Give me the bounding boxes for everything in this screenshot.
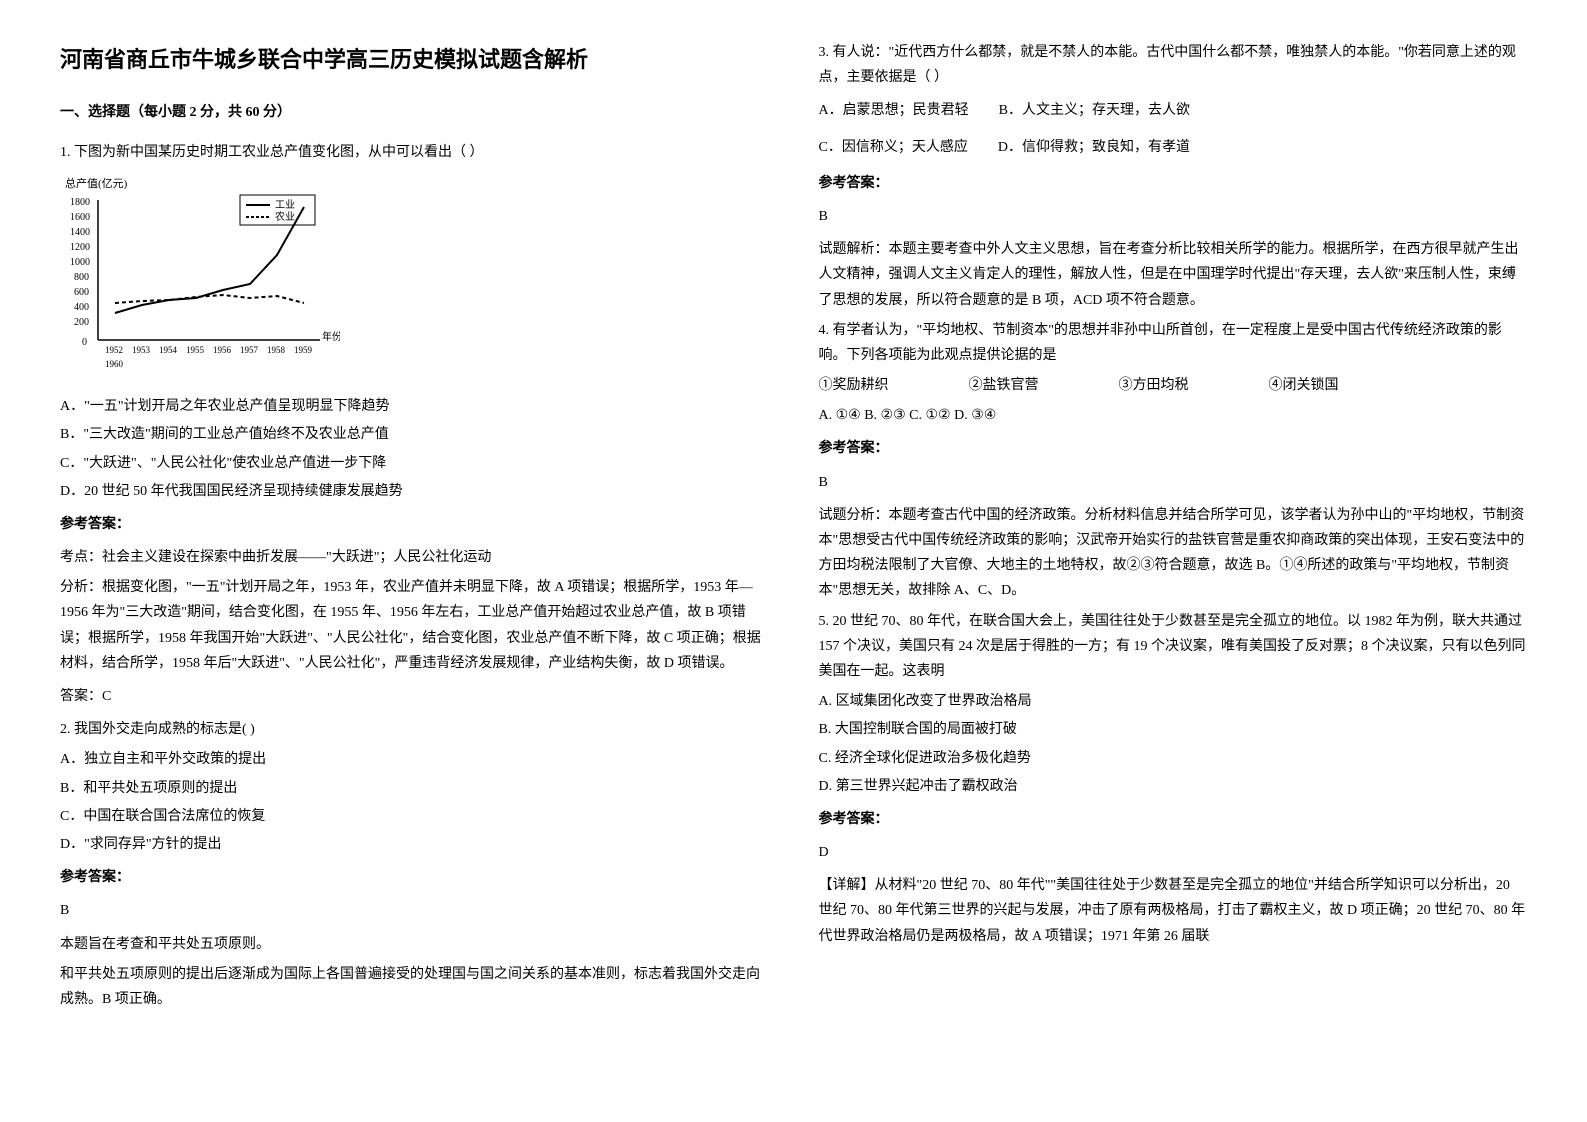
legend-industry: 工业 <box>275 199 295 211</box>
x-tick-1954: 1954 <box>159 345 178 355</box>
q2-explanation-1: 本题旨在考查和平共处五项原则。 <box>60 932 769 957</box>
q2-option-d: D．"求同存异"方针的提出 <box>60 832 769 857</box>
q2-option-a: A．独立自主和平外交政策的提出 <box>60 747 769 772</box>
q4-sub-1: ①奖励耕织 <box>819 373 889 398</box>
x-tick-1958: 1958 <box>267 345 286 355</box>
y-tick-1400: 1400 <box>70 227 90 238</box>
q4-answer-options: A. ①④ B. ②③ C. ①② D. ③④ <box>819 403 1528 428</box>
y-tick-800: 800 <box>74 272 89 283</box>
q1-text: 1. 下图为新中国某历史时期工农业总产值变化图，从中可以看出（ ） <box>60 140 769 165</box>
q4-answer-label: 参考答案： <box>819 436 1528 461</box>
agriculture-line <box>115 295 304 303</box>
y-tick-400: 400 <box>74 302 89 313</box>
chart-x-label: 年份 <box>322 330 340 343</box>
q1-option-c: C．"大跃进"、"人民公社化"使农业总产值进一步下降 <box>60 451 769 476</box>
x-tick-1956: 1956 <box>213 345 232 355</box>
q3-answer-label: 参考答案： <box>819 171 1528 196</box>
q2-explanation-2: 和平共处五项原则的提出后逐渐成为国际上各国普遍接受的处理国与国之间关系的基本准则… <box>60 962 769 1012</box>
legend-agriculture: 农业 <box>275 210 295 223</box>
x-tick-1955: 1955 <box>186 345 205 355</box>
q2-option-b: B．和平共处五项原则的提出 <box>60 776 769 801</box>
y-tick-600: 600 <box>74 287 89 298</box>
q1-option-b: B．"三大改造"期间的工业总产值始终不及农业总产值 <box>60 422 769 447</box>
q4-sub-4: ④闭关锁国 <box>1269 373 1339 398</box>
q2-text: 2. 我国外交走向成熟的标志是( ) <box>60 717 769 742</box>
q4-explanation: 试题分析：本题考查古代中国的经济政策。分析材料信息并结合所学可见，该学者认为孙中… <box>819 503 1528 604</box>
document-title: 河南省商丘市牛城乡联合中学高三历史模拟试题含解析 <box>60 40 769 80</box>
y-tick-200: 200 <box>74 317 89 328</box>
q2-answer: B <box>60 898 769 923</box>
x-tick-1953: 1953 <box>132 345 151 355</box>
q1-explanation-1: 考点：社会主义建设在探索中曲折发展——"大跃进"；人民公社化运动 <box>60 545 769 570</box>
q1-answer: 答案：C <box>60 684 769 709</box>
y-tick-0: 0 <box>82 337 87 348</box>
q1-option-a: A．"一五"计划开局之年农业总产值呈现明显下降趋势 <box>60 394 769 419</box>
q3-explanation: 试题解析：本题主要考查中外人文主义思想，旨在考查分析比较相关所学的能力。根据所学… <box>819 237 1528 313</box>
q3-option-b: B．人文主义；存天理，去人欲 <box>999 98 1190 123</box>
q3-option-c: C．因信称义；天人感应 <box>819 135 968 160</box>
q5-option-c: C. 经济全球化促进政治多极化趋势 <box>819 746 1528 771</box>
chart-y-label: 总产值(亿元) <box>65 176 128 190</box>
q5-option-d: D. 第三世界兴起冲击了霸权政治 <box>819 774 1528 799</box>
q4-answer: B <box>819 470 1528 495</box>
q5-text: 5. 20 世纪 70、80 年代，在联合国大会上，美国往往处于少数甚至是完全孤… <box>819 609 1528 685</box>
q1-chart: 总产值(亿元) 1800 1600 1400 1200 1000 800 600… <box>60 175 340 384</box>
q3-answer: B <box>819 204 1528 229</box>
q5-answer: D <box>819 840 1528 865</box>
q5-option-b: B. 大国控制联合国的局面被打破 <box>819 717 1528 742</box>
right-column: 3. 有人说："近代西方什么都禁，就是不禁人的本能。古代中国什么都不禁，唯独禁人… <box>819 40 1528 1017</box>
q5-answer-label: 参考答案： <box>819 807 1528 832</box>
section-header: 一、选择题（每小题 2 分，共 60 分） <box>60 100 769 125</box>
q1-answer-label: 参考答案： <box>60 512 769 537</box>
x-tick-1952: 1952 <box>105 345 123 355</box>
q2-option-c: C．中国在联合国合法席位的恢复 <box>60 804 769 829</box>
q3-option-a: A．启蒙思想；民贵君轻 <box>819 98 969 123</box>
x-tick-1959: 1959 <box>294 345 313 355</box>
y-tick-1200: 1200 <box>70 242 90 253</box>
q4-sub-2: ②盐铁官营 <box>969 373 1039 398</box>
x-tick-1960: 1960 <box>105 359 124 369</box>
y-tick-1600: 1600 <box>70 212 90 223</box>
q1-explanation-2: 分析：根据变化图，"一五"计划开局之年，1953 年，农业产值并未明显下降，故 … <box>60 575 769 676</box>
q5-option-a: A. 区域集团化改变了世界政治格局 <box>819 689 1528 714</box>
y-tick-1800: 1800 <box>70 197 90 208</box>
x-tick-1957: 1957 <box>240 345 259 355</box>
q3-option-d: D．信仰得救；致良知，有孝道 <box>998 135 1190 160</box>
q4-text: 4. 有学者认为，"平均地权、节制资本"的思想并非孙中山所首创，在一定程度上是受… <box>819 318 1528 368</box>
q1-option-d: D．20 世纪 50 年代我国国民经济呈现持续健康发展趋势 <box>60 479 769 504</box>
y-tick-1000: 1000 <box>70 257 90 268</box>
left-column: 河南省商丘市牛城乡联合中学高三历史模拟试题含解析 一、选择题（每小题 2 分，共… <box>60 40 769 1017</box>
q4-sub-3: ③方田均税 <box>1119 373 1189 398</box>
q3-text: 3. 有人说："近代西方什么都禁，就是不禁人的本能。古代中国什么都不禁，唯独禁人… <box>819 40 1528 90</box>
q2-answer-label: 参考答案： <box>60 865 769 890</box>
q5-explanation: 【详解】从材料"20 世纪 70、80 年代""美国往往处于少数甚至是完全孤立的… <box>819 873 1528 949</box>
